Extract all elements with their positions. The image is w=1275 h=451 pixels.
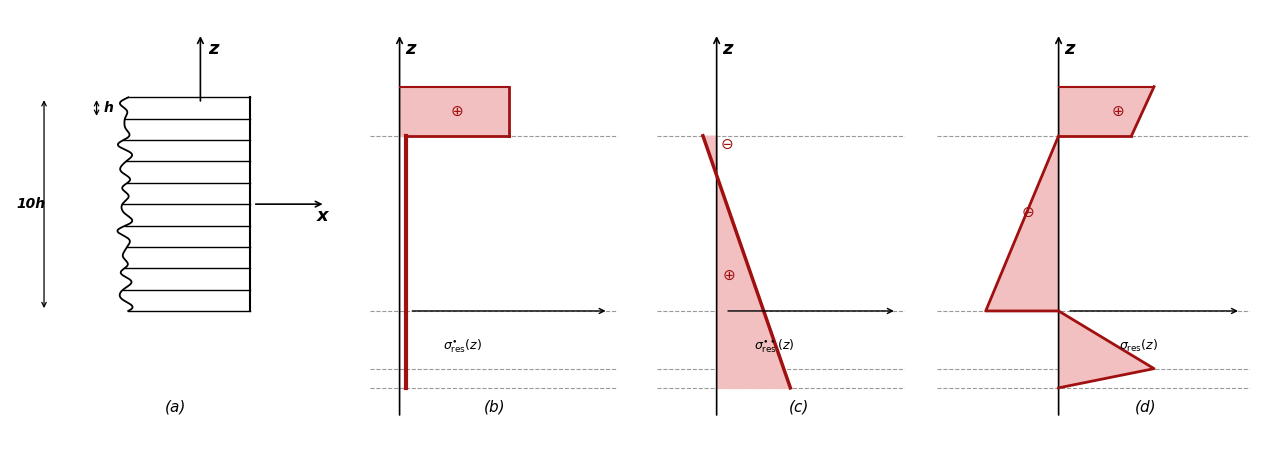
Text: (b): (b) [484, 399, 506, 414]
Text: $\oplus$: $\oplus$ [1111, 104, 1125, 119]
Text: z: z [405, 40, 416, 58]
Text: $\ominus$: $\ominus$ [1021, 205, 1034, 220]
Text: h: h [105, 101, 113, 115]
Text: $\ominus$: $\ominus$ [720, 138, 733, 152]
Text: z: z [1063, 40, 1075, 58]
Text: x: x [316, 207, 329, 225]
Text: z: z [722, 40, 732, 58]
Text: (c): (c) [789, 399, 810, 414]
Text: $\sigma_{\rm res}(z)$: $\sigma_{\rm res}(z)$ [1119, 337, 1159, 354]
Text: $\sigma^{\bullet\bullet}_{\rm res}(z)$: $\sigma^{\bullet\bullet}_{\rm res}(z)$ [755, 337, 794, 355]
Polygon shape [1058, 311, 1154, 388]
Text: $\sigma^{\bullet}_{\rm res}(z)$: $\sigma^{\bullet}_{\rm res}(z)$ [444, 337, 482, 355]
Text: 10h: 10h [17, 197, 46, 211]
Text: $\oplus$: $\oplus$ [450, 104, 463, 119]
Text: (a): (a) [164, 399, 186, 414]
Polygon shape [1058, 87, 1154, 136]
Text: $\oplus$: $\oplus$ [722, 268, 736, 283]
Text: (d): (d) [1135, 399, 1156, 414]
Text: z: z [208, 40, 218, 58]
Polygon shape [986, 136, 1058, 311]
